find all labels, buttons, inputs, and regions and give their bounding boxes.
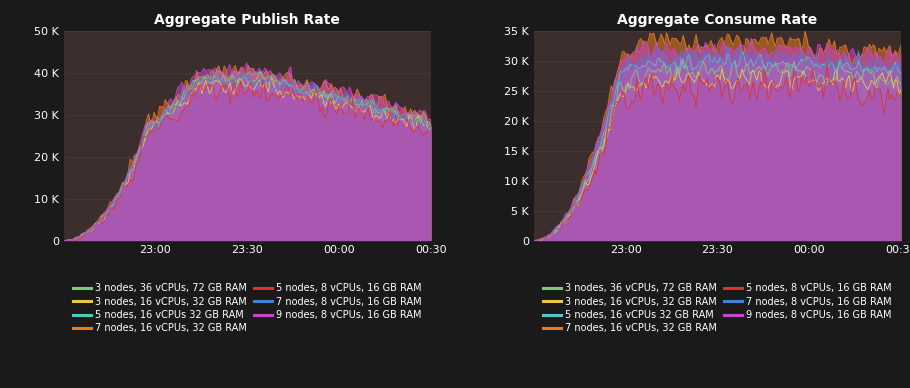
Legend: 3 nodes, 36 vCPUs, 72 GB RAM, 3 nodes, 16 vCPUs, 32 GB RAM, 5 nodes, 16 vCPUs 32: 3 nodes, 36 vCPUs, 72 GB RAM, 3 nodes, 1… xyxy=(74,283,421,333)
Legend: 3 nodes, 36 vCPUs, 72 GB RAM, 3 nodes, 16 vCPUs, 32 GB RAM, 5 nodes, 16 vCPUs 32: 3 nodes, 36 vCPUs, 72 GB RAM, 3 nodes, 1… xyxy=(543,283,891,333)
Title: Aggregate Publish Rate: Aggregate Publish Rate xyxy=(155,13,340,27)
Title: Aggregate Consume Rate: Aggregate Consume Rate xyxy=(617,13,817,27)
